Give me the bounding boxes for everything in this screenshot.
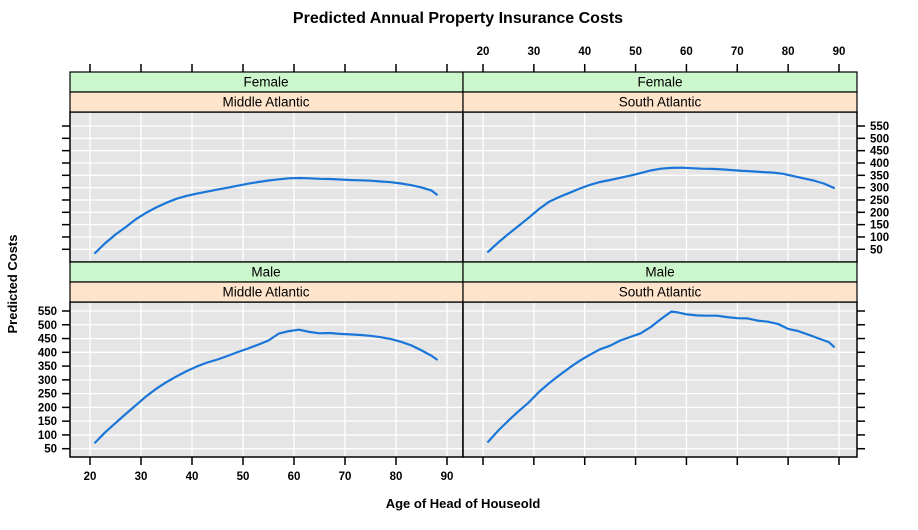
- strip-region-bottom-right: [462, 281, 858, 303]
- x-axis-title: Age of Head of Houseold: [386, 496, 541, 511]
- y-tick-label: 550: [38, 306, 57, 318]
- curve-male-middle-atlantic: [93, 328, 438, 444]
- y-tick-label: 350: [870, 170, 889, 182]
- x-tick-label: 50: [237, 471, 250, 483]
- y-tick-label: 250: [870, 195, 889, 207]
- y-tick-label: 250: [38, 389, 57, 401]
- x-tick-label: 40: [186, 471, 199, 483]
- strip-label-sex-bottom-left: Male: [251, 265, 280, 280]
- chart-title: Predicted Annual Property Insurance Cost…: [293, 10, 623, 27]
- x-tick-label: 70: [339, 471, 352, 483]
- x-axis-top: 20 30 40 50 60 70 80 90: [89, 46, 846, 72]
- strip-label-region-bottom-left: Middle Atlantic: [222, 285, 309, 300]
- y-tick-label: 50: [870, 244, 883, 256]
- y-tick-label: 550: [870, 121, 889, 133]
- gridlines: [463, 302, 857, 457]
- strip-label-sex-top-left: Female: [243, 75, 288, 90]
- curve-female-middle-atlantic: [93, 176, 438, 255]
- panel-female-south-atlantic: [462, 111, 858, 263]
- x-tick-label: 60: [288, 471, 301, 483]
- x-tick-label: 30: [527, 46, 540, 58]
- gridlines: [463, 112, 857, 262]
- x-tick-label: 50: [629, 46, 642, 58]
- x-tick-label: 30: [135, 471, 148, 483]
- panel-male-middle-atlantic: [69, 301, 464, 458]
- y-tick-label: 400: [38, 347, 57, 359]
- x-tick-label: 90: [833, 46, 846, 58]
- y-tick-label: 150: [38, 416, 57, 428]
- y-tick-label: 400: [870, 158, 889, 170]
- x-tick-label: 60: [680, 46, 693, 58]
- x-axis-bottom: 20 30 40 50 60 70 80 90: [84, 457, 840, 483]
- y-tick-label: 450: [38, 334, 57, 346]
- strip-region-top-right: [462, 91, 858, 113]
- x-tick-label: 70: [731, 46, 744, 58]
- x-tick-label: 90: [441, 471, 454, 483]
- y-tick-label: 350: [38, 361, 57, 373]
- y-axis-title: Predicted Costs: [5, 235, 20, 334]
- y-tick-label: 200: [38, 402, 57, 414]
- y-tick-label: 200: [870, 207, 889, 219]
- strip-label-sex-bottom-right: Male: [645, 265, 674, 280]
- y-tick-label: 100: [870, 232, 889, 244]
- x-tick-label: 80: [390, 471, 403, 483]
- x-tick-label: 80: [782, 46, 795, 58]
- x-tick-label: 20: [477, 46, 490, 58]
- panel-female-middle-atlantic: [69, 111, 464, 263]
- y-tick-label: 500: [38, 320, 57, 332]
- y-tick-label: 500: [870, 133, 889, 145]
- strip-label-sex-top-right: Female: [637, 75, 682, 90]
- y-tick-label: 150: [870, 220, 889, 232]
- y-tick-label: 450: [870, 146, 889, 158]
- y-tick-label: 50: [44, 444, 57, 456]
- curve-male-south-atlantic: [487, 310, 836, 443]
- strip-label-region-top-left: Middle Atlantic: [222, 95, 309, 110]
- x-tick-label: 20: [84, 471, 97, 483]
- strip-label-region-bottom-right: South Atlantic: [619, 285, 702, 300]
- gridlines: [70, 112, 463, 262]
- y-tick-label: 300: [38, 375, 57, 387]
- y-tick-label: 300: [870, 183, 889, 195]
- gridlines: [70, 302, 463, 457]
- strip-label-region-top-right: South Atlantic: [619, 95, 702, 110]
- curve-female-south-atlantic: [487, 166, 836, 253]
- strip-headers: Female Female Middle Atlantic South Atla…: [69, 71, 858, 303]
- x-tick-label: 40: [578, 46, 591, 58]
- y-tick-label: 100: [38, 430, 57, 442]
- panel-male-south-atlantic: [462, 301, 858, 458]
